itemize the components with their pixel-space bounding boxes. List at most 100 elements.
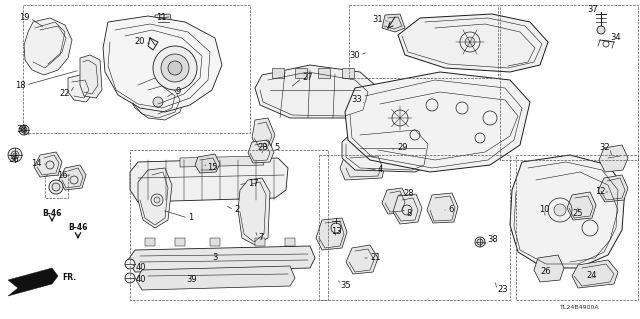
Polygon shape (382, 14, 405, 32)
Polygon shape (316, 218, 347, 250)
Polygon shape (342, 125, 435, 172)
Polygon shape (318, 68, 330, 78)
Text: 29: 29 (397, 144, 408, 152)
Text: B-46: B-46 (68, 224, 88, 233)
Text: 36: 36 (8, 155, 19, 165)
Circle shape (597, 26, 605, 34)
Polygon shape (175, 238, 185, 246)
Polygon shape (393, 194, 422, 224)
Text: 5: 5 (274, 144, 279, 152)
Text: B-46: B-46 (42, 209, 61, 218)
Text: 40: 40 (136, 276, 147, 285)
Polygon shape (136, 266, 295, 290)
Text: 25: 25 (573, 209, 583, 218)
Text: 13: 13 (331, 226, 341, 235)
Circle shape (125, 259, 135, 269)
Polygon shape (255, 65, 375, 118)
Text: 30: 30 (349, 50, 360, 60)
Text: 18: 18 (15, 80, 26, 90)
Text: 20: 20 (134, 38, 145, 47)
Polygon shape (195, 154, 220, 173)
Bar (319, 155, 510, 300)
Polygon shape (285, 238, 295, 246)
Polygon shape (252, 118, 275, 150)
Polygon shape (567, 192, 596, 220)
Circle shape (153, 97, 163, 107)
Text: 34: 34 (610, 33, 621, 42)
Circle shape (154, 197, 160, 203)
Polygon shape (398, 14, 548, 72)
Circle shape (11, 151, 19, 159)
Polygon shape (80, 55, 102, 98)
Polygon shape (572, 260, 618, 288)
Circle shape (153, 46, 197, 90)
Polygon shape (138, 168, 172, 228)
Bar (500, 5, 638, 160)
Polygon shape (34, 152, 62, 177)
Text: 37: 37 (588, 5, 598, 14)
Polygon shape (155, 14, 172, 28)
Circle shape (13, 153, 17, 157)
Polygon shape (599, 145, 628, 172)
Text: 19: 19 (19, 13, 30, 23)
Polygon shape (295, 68, 307, 78)
Polygon shape (272, 68, 284, 78)
Text: 27: 27 (302, 73, 312, 83)
Text: 33: 33 (351, 95, 362, 105)
Polygon shape (342, 68, 354, 78)
Circle shape (554, 204, 566, 216)
Polygon shape (59, 165, 86, 190)
Polygon shape (510, 155, 625, 268)
Polygon shape (345, 72, 530, 172)
Polygon shape (8, 268, 58, 296)
Text: 12: 12 (595, 188, 606, 197)
Text: 24: 24 (587, 271, 597, 279)
Bar (23, 5, 250, 133)
Text: 16: 16 (58, 170, 68, 180)
Text: 22: 22 (60, 88, 70, 98)
Circle shape (125, 273, 135, 283)
Circle shape (475, 237, 485, 247)
Circle shape (477, 239, 483, 245)
Polygon shape (382, 188, 408, 214)
Polygon shape (130, 158, 288, 202)
Text: 11: 11 (156, 13, 166, 23)
Polygon shape (145, 238, 155, 246)
Text: 3: 3 (212, 254, 218, 263)
Bar (45, 175, 68, 198)
Polygon shape (68, 75, 92, 102)
Text: 15: 15 (207, 164, 218, 173)
Text: 21: 21 (370, 254, 381, 263)
Text: FR.: FR. (62, 273, 76, 283)
Polygon shape (427, 193, 458, 223)
Bar (516, 155, 638, 300)
Text: 32: 32 (600, 144, 610, 152)
Text: 8: 8 (406, 209, 412, 218)
Polygon shape (103, 16, 222, 112)
Polygon shape (534, 255, 564, 282)
Text: 2: 2 (234, 205, 239, 214)
Text: 9: 9 (175, 87, 180, 97)
Polygon shape (180, 156, 264, 167)
Text: 38: 38 (16, 125, 27, 135)
Text: 28: 28 (403, 189, 413, 197)
Text: 4: 4 (378, 166, 383, 174)
Text: 23: 23 (497, 286, 508, 294)
Bar (349, 5, 498, 78)
Polygon shape (210, 238, 220, 246)
Polygon shape (346, 245, 378, 274)
Polygon shape (255, 238, 265, 246)
Text: 39: 39 (187, 276, 197, 285)
Text: TL24B4900A: TL24B4900A (560, 305, 600, 310)
Polygon shape (340, 152, 385, 180)
Polygon shape (248, 140, 274, 163)
Circle shape (168, 61, 182, 75)
Text: 17: 17 (248, 179, 259, 188)
Circle shape (49, 180, 63, 194)
Text: 1: 1 (188, 213, 193, 222)
Text: 35: 35 (340, 280, 351, 290)
Text: 31: 31 (372, 16, 383, 25)
Text: 28: 28 (258, 144, 268, 152)
Circle shape (331, 223, 341, 233)
Polygon shape (238, 178, 270, 245)
